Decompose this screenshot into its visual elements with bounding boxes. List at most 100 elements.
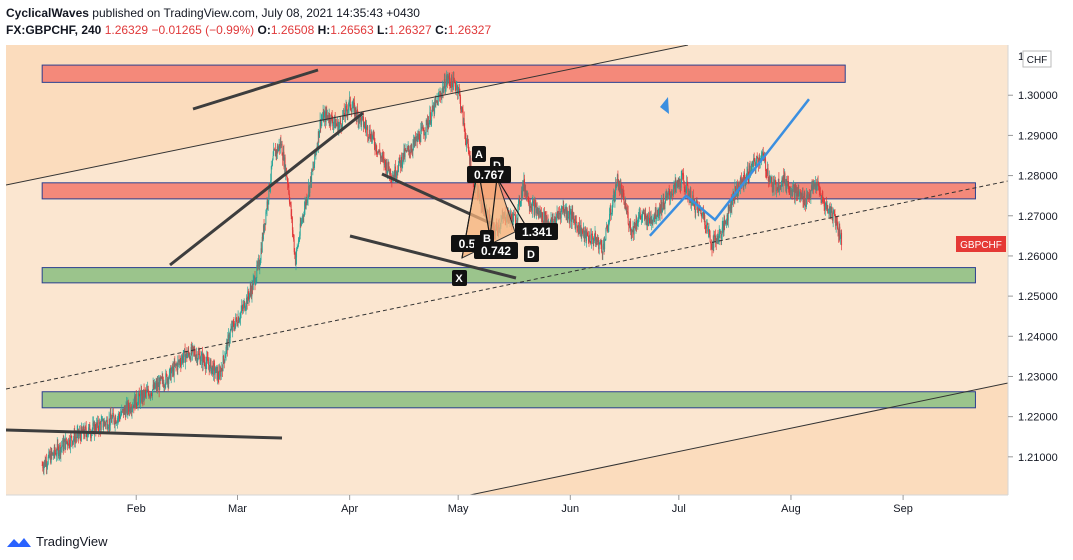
footer-brand[interactable]: TradingView — [6, 534, 108, 549]
candle-body — [439, 94, 440, 96]
candle-body — [678, 178, 680, 184]
candle-body — [403, 148, 405, 160]
candle-body — [720, 230, 722, 239]
candle-body — [275, 150, 277, 157]
candle-body — [651, 222, 653, 224]
candle-body — [589, 234, 591, 243]
candle-body — [302, 215, 304, 221]
candle-body — [604, 239, 606, 241]
candle-body — [797, 190, 799, 197]
candle-body — [815, 183, 817, 188]
candle-body — [625, 207, 627, 213]
candle-body — [149, 395, 151, 397]
candle-body — [335, 123, 337, 125]
candle-body — [626, 211, 628, 213]
candle-body — [365, 126, 367, 130]
candle-body — [751, 164, 753, 166]
candle-body — [281, 144, 282, 146]
candle-body — [837, 227, 839, 230]
candle-body — [648, 212, 650, 222]
candle-body — [81, 427, 83, 432]
candle-body — [560, 213, 562, 218]
candle-body — [299, 235, 301, 240]
candle-body — [190, 357, 191, 361]
candle-body — [786, 181, 788, 187]
candle-body — [424, 133, 426, 135]
candle-body — [381, 156, 383, 158]
candle-body — [396, 172, 398, 173]
candle-body — [358, 118, 360, 123]
candle-body — [345, 106, 347, 107]
candle-body — [613, 191, 615, 200]
price-axis[interactable]: 1.30000 1.29000 1.28000 1.27000 1.26000 1.250… — [1008, 90, 1058, 464]
candle-body — [689, 190, 691, 197]
candle-body — [577, 227, 579, 233]
symbol-label[interactable]: FX:GBPCHF, 240 — [6, 23, 102, 37]
candle-body — [111, 417, 113, 423]
candle-body — [305, 198, 307, 206]
candle-body — [266, 201, 268, 212]
candle-body — [581, 231, 583, 237]
candle-body — [782, 175, 784, 187]
candle-body — [518, 198, 520, 202]
candle-body — [809, 194, 811, 197]
candle-body — [640, 216, 642, 219]
candle-body — [411, 149, 413, 151]
candle-body — [173, 366, 175, 376]
candle-body — [300, 223, 302, 226]
close-label: C: — [435, 23, 448, 37]
candle-body — [377, 150, 379, 154]
candle-body — [66, 441, 68, 443]
time-tick-label-2: Apr — [341, 503, 358, 515]
candle-body — [285, 168, 287, 174]
candle-body — [362, 116, 364, 118]
candle-body — [657, 215, 659, 216]
candle-body — [346, 106, 348, 111]
candle-body — [589, 234, 591, 242]
candle-body — [606, 226, 607, 228]
candle-body — [419, 133, 421, 142]
candle-body — [565, 207, 566, 210]
candle-body — [48, 451, 50, 457]
candle-body — [671, 192, 673, 195]
candle-body — [646, 214, 648, 225]
candle-body — [730, 198, 732, 211]
candle-body — [660, 202, 662, 212]
candle-body — [835, 217, 837, 226]
candle-body — [738, 182, 740, 188]
candle-body — [825, 202, 827, 206]
candle-body — [516, 220, 518, 221]
candle-body — [449, 79, 451, 85]
candle-body — [133, 404, 135, 408]
candle-body — [67, 441, 68, 445]
candle-body — [139, 394, 141, 404]
publisher-name[interactable]: CyclicalWaves — [6, 6, 89, 20]
candle-body — [676, 180, 678, 184]
candle-body — [167, 378, 169, 384]
candle-body — [752, 162, 754, 167]
candle-body — [423, 133, 425, 136]
candle-body — [836, 222, 838, 228]
channel-lower-line — [469, 382, 1008, 495]
candle-body — [635, 220, 637, 229]
time-axis[interactable]: Feb Mar Apr May Jun Jul Aug Sep — [127, 495, 913, 515]
candle-body — [798, 194, 800, 197]
candle-body — [174, 363, 176, 366]
candle-body — [113, 416, 115, 423]
candle-body — [102, 418, 103, 420]
label-a: A — [475, 149, 483, 161]
candle-body — [466, 138, 468, 142]
candle-body — [537, 208, 539, 215]
candle-body — [149, 395, 150, 398]
candle-body — [259, 260, 261, 265]
candle-body — [341, 127, 343, 129]
candle-body — [138, 392, 140, 399]
candle-body — [322, 118, 323, 120]
label-d: D — [527, 249, 535, 261]
candle-body — [352, 107, 354, 109]
candle-body — [709, 235, 711, 242]
candle-body — [661, 202, 663, 213]
harmonic-labels: A D 0.767 1.341 0.5 B 0.742 D X — [451, 146, 558, 286]
candle-body — [703, 211, 704, 219]
